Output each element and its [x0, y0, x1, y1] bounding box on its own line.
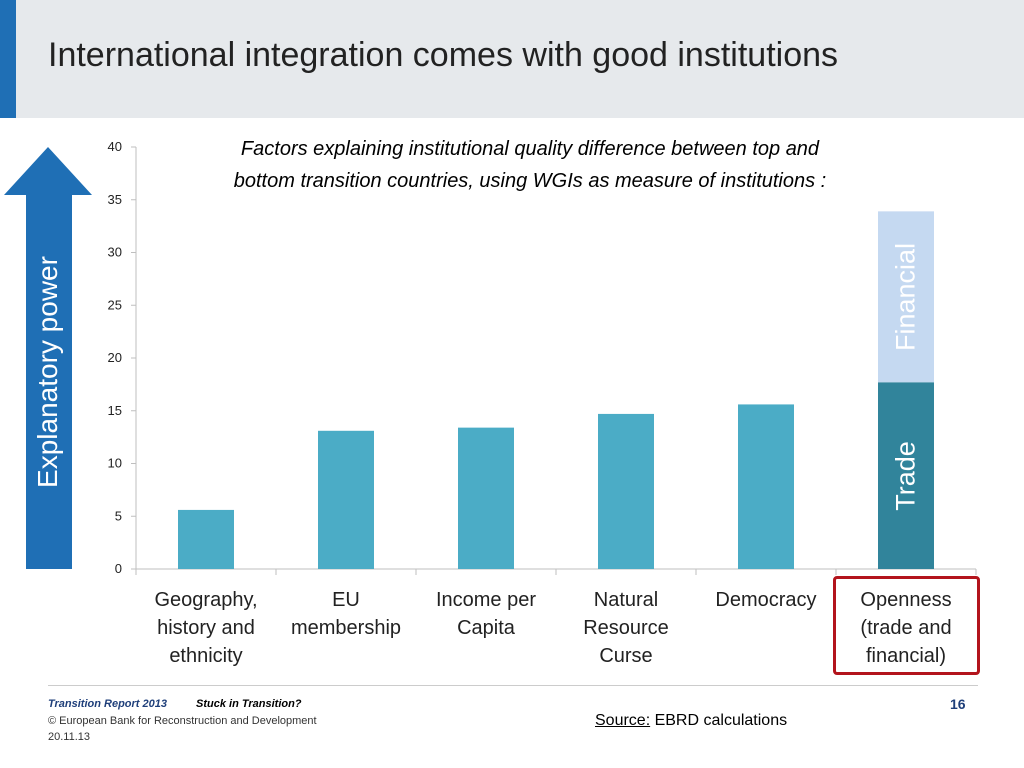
y-tick-label: 30 — [108, 245, 122, 260]
title-accent-bar — [0, 0, 16, 118]
source-key: Source: — [595, 712, 651, 729]
financial-segment-label: Financial — [890, 242, 921, 351]
x-category-label-line: Geography, — [154, 589, 258, 611]
x-category-label-line: Curse — [599, 645, 653, 667]
chart-subtitle: Factors explaining institutional quality… — [150, 133, 910, 197]
bar-segment-financial — [878, 211, 934, 383]
bar-segment-trade — [878, 382, 934, 569]
x-category-label-line: Resource — [583, 617, 669, 639]
x-category-label: Openness (trade and financial) — [837, 586, 975, 670]
footer-date: 20.11.13 — [48, 731, 91, 743]
footer-copyright: © European Bank for Reconstruction and D… — [48, 715, 317, 727]
page-number: 16 — [950, 696, 966, 712]
x-category-label-line: Capita — [457, 617, 515, 639]
x-category-label: Geography, history and ethnicity — [137, 586, 275, 670]
y-tick-label: 10 — [108, 456, 122, 471]
x-category-label-line: ethnicity — [169, 645, 243, 667]
chart-subtitle-line-2: bottom transition countries, using WGIs … — [233, 170, 827, 192]
y-tick-label: 15 — [108, 403, 122, 418]
x-category-label-line: Natural — [593, 589, 659, 611]
trade-segment-label: Trade — [890, 440, 921, 511]
chart-subtitle-line-1: Factors explaining institutional quality… — [240, 138, 820, 160]
bar — [738, 404, 794, 569]
x-category-label: Income per Capita — [417, 586, 555, 642]
explanatory-power-arrow — [4, 147, 92, 569]
bar — [598, 413, 654, 569]
x-category-label-line: financial) — [865, 645, 947, 667]
y-tick-label: 20 — [108, 350, 122, 365]
bar — [318, 430, 374, 569]
bar — [178, 509, 234, 569]
x-category-label-line: (trade and — [860, 617, 952, 639]
x-category-label-line: history and — [157, 617, 255, 639]
y-tick-label: 25 — [108, 297, 122, 312]
x-category-label: EU membership — [277, 586, 415, 642]
y-tick-label: 5 — [115, 508, 122, 523]
y-tick-label: 35 — [108, 192, 122, 207]
x-category-label-line: Openness — [860, 589, 952, 611]
y-tick-label: 0 — [115, 561, 122, 576]
slide-title: International integration comes with goo… — [48, 36, 839, 74]
source-note: Source: EBRD calculations — [595, 712, 787, 730]
title-band — [0, 0, 1024, 118]
x-category-label-line: EU — [332, 589, 360, 611]
x-category-label: Democracy — [697, 586, 835, 614]
openness-highlight-box — [833, 576, 980, 675]
source-value: EBRD calculations — [650, 712, 788, 729]
x-category-label-line: Income per — [435, 589, 537, 611]
x-category-label-line: membership — [290, 617, 402, 639]
x-category-label-line: Democracy — [715, 589, 817, 611]
footer-report-subtitle: Stuck in Transition? — [196, 698, 302, 710]
bar — [458, 427, 514, 569]
footer-report-name: Transition Report 2013 — [48, 698, 167, 710]
arrow-shape — [4, 147, 92, 569]
footer-divider — [48, 685, 978, 686]
y-tick-label: 40 — [108, 139, 122, 154]
x-category-label: Natural Resource Curse — [557, 586, 695, 670]
